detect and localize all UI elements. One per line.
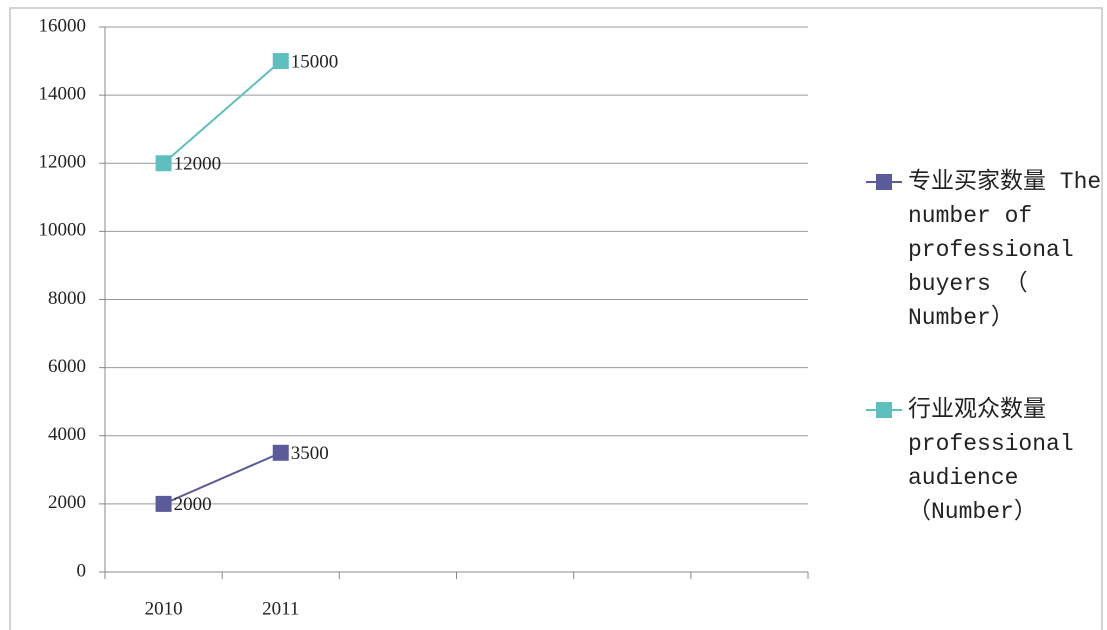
data-label: 2000: [174, 494, 212, 515]
data-label: 3500: [291, 443, 329, 464]
series-line: [162, 60, 282, 165]
frame: [9, 7, 1103, 630]
legend-label: 行业观众数量 professional audience （Number）: [908, 397, 1074, 525]
point: [155, 495, 172, 512]
series-line: [163, 451, 282, 505]
y-tick-label: 6000: [48, 356, 86, 377]
y-tick-label: 8000: [48, 288, 86, 309]
y-tick-label: 4000: [48, 424, 86, 445]
y-tick-label: 12000: [39, 152, 87, 173]
y-tick-label: 10000: [39, 220, 87, 241]
point: [272, 53, 289, 70]
y-tick-label: 16000: [39, 15, 87, 36]
y-tick-label: 0: [77, 560, 87, 581]
x-tick-label: 2010: [145, 598, 183, 619]
legend-label: 专业买家数量 The number of professional buyers…: [908, 169, 1102, 331]
y-tick-label: 14000: [39, 83, 87, 104]
point: [272, 444, 289, 461]
data-label: 12000: [174, 154, 222, 175]
legend-marker: [876, 174, 892, 190]
data-label: 15000: [291, 51, 339, 72]
point: [155, 155, 172, 172]
legend-marker: [876, 402, 892, 418]
x-tick-label: 2011: [262, 598, 299, 619]
y-tick-label: 2000: [48, 492, 86, 513]
